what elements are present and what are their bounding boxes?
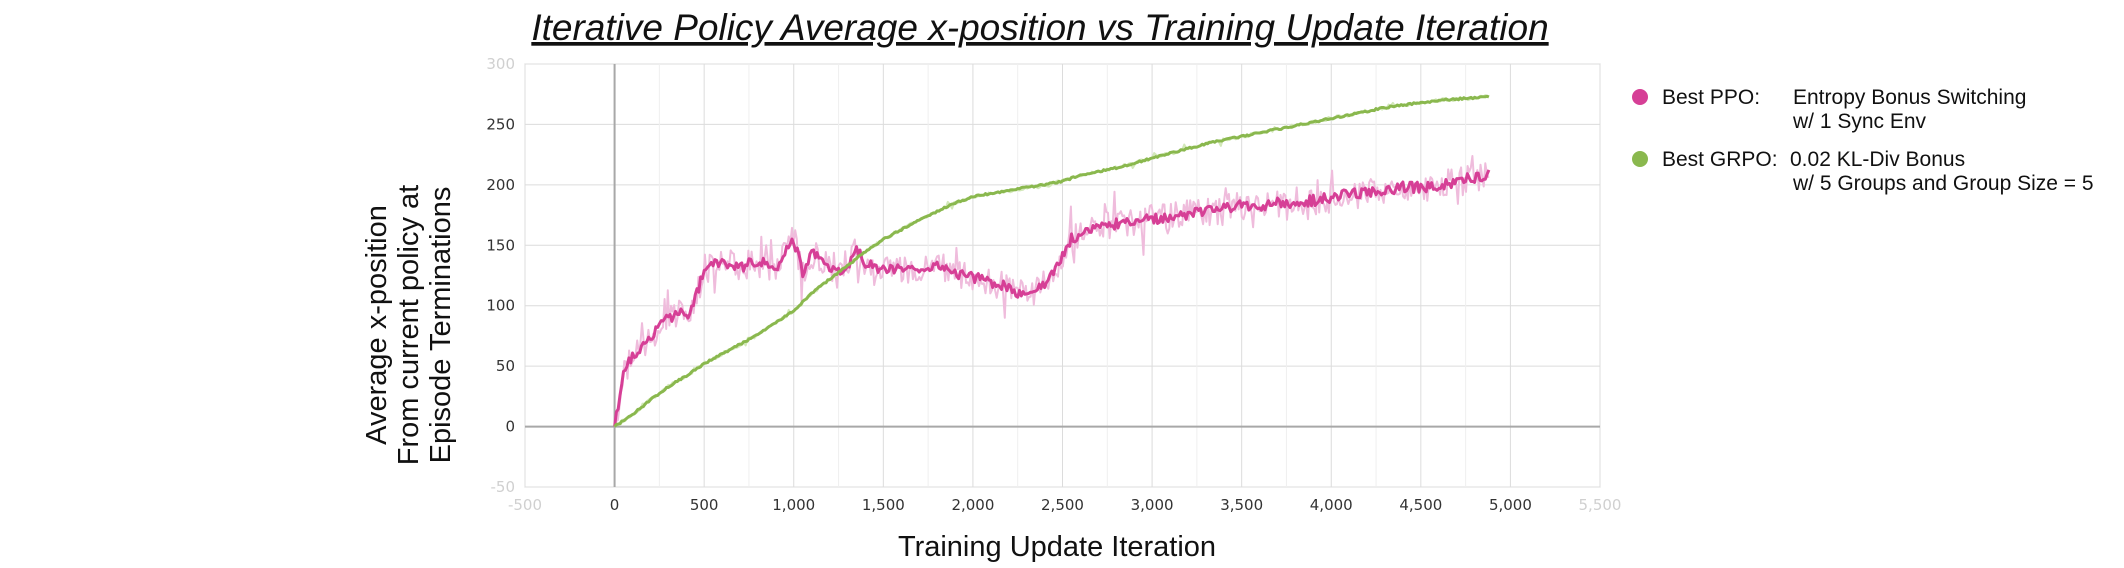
series-line-grpo (613, 94, 1490, 428)
legend-name-grpo: Best GRPO: (1662, 148, 1778, 171)
chart-title: Iterative Policy Average x-position vs T… (531, 7, 1548, 48)
legend-marker-ppo (1632, 89, 1648, 105)
y-tick-label: 50 (496, 357, 515, 375)
legend-desc-grpo-line-2: w/ 5 Groups and Group Size = 5 (1792, 172, 2094, 195)
x-tick-label-faint: 5,500 (1579, 496, 1622, 514)
x-tick-label: 0 (610, 496, 620, 514)
x-tick-label-faint: -500 (508, 496, 542, 514)
x-tick-label: 3,000 (1131, 496, 1174, 514)
x-tick-label: 500 (690, 496, 719, 514)
series-lines (613, 94, 1491, 428)
y-tick-label-faint: 300 (486, 55, 515, 73)
legend: Best PPO: Entropy Bonus Switching w/ 1 S… (1632, 86, 2094, 195)
y-tick-label-faint: -50 (491, 478, 516, 496)
legend-marker-grpo (1632, 151, 1648, 167)
x-tick-label: 1,000 (772, 496, 815, 514)
y-tick-label: 100 (486, 297, 515, 315)
y-tick-label: 200 (486, 176, 515, 194)
y-tick-label: 250 (486, 115, 515, 133)
x-axis-label: Training Update Iteration (898, 531, 1216, 563)
x-tick-label: 2,000 (951, 496, 994, 514)
y-axis-label: Average x-position From current policy a… (361, 185, 457, 465)
x-tick-label: 4,000 (1310, 496, 1353, 514)
x-tick-label: 5,000 (1489, 496, 1532, 514)
legend-name-ppo: Best PPO: (1662, 86, 1760, 109)
y-axis-label-line-1: Average x-position (361, 205, 393, 445)
x-tick-label: 4,500 (1399, 496, 1442, 514)
x-tick-label: 2,500 (1041, 496, 1084, 514)
y-axis-label-line-2: From current policy at (393, 185, 425, 465)
legend-desc-ppo-line-1: Entropy Bonus Switching (1793, 86, 2026, 109)
y-tick-label: 0 (505, 418, 515, 436)
legend-desc-grpo-line-1: 0.02 KL-Div Bonus (1790, 148, 1965, 171)
x-tick-label: 1,500 (862, 496, 905, 514)
series-line-ppo (613, 169, 1491, 427)
x-tick-label: 3,500 (1220, 496, 1263, 514)
tick-labels: 0 500 1,000 1,500 2,000 2,500 3,000 3,500 4,000 4… (486, 55, 1621, 514)
legend-desc-ppo-line-2: w/ 1 Sync Env (1792, 110, 1927, 133)
y-axis-label-line-3: Episode Terminations (425, 187, 457, 464)
y-tick-label: 150 (486, 236, 515, 254)
